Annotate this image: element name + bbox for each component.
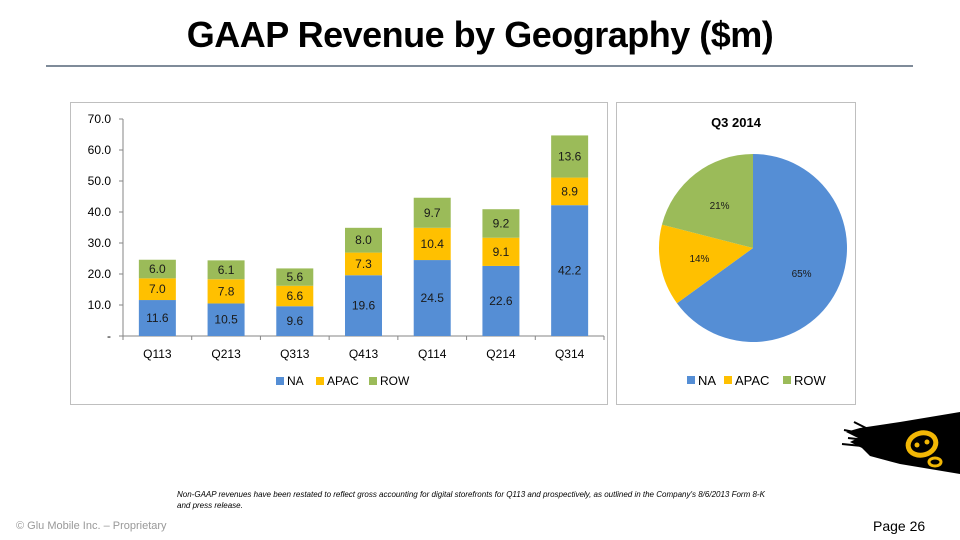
data-label: 42.2 bbox=[558, 264, 582, 278]
bar-row-q413 bbox=[345, 227, 382, 253]
data-label: 7.0 bbox=[149, 282, 166, 296]
bar-row-q114 bbox=[413, 197, 451, 228]
legend-label-na: NA bbox=[287, 374, 304, 388]
pie-slice-apac bbox=[659, 224, 753, 304]
legend-label-row: ROW bbox=[794, 373, 827, 388]
y-tick-label: 20.0 bbox=[88, 267, 112, 281]
y-tick-label: 70.0 bbox=[88, 112, 112, 126]
y-tick-label: - bbox=[107, 329, 111, 343]
data-label: 8.9 bbox=[561, 184, 578, 198]
pie-chart-panel: Q3 2014 65% 14% 21% NA APAC ROW bbox=[616, 102, 856, 405]
bar-row-q214 bbox=[482, 209, 520, 238]
data-label: 5.6 bbox=[286, 270, 303, 284]
data-label: 6.1 bbox=[218, 263, 235, 277]
bar-chart-panel: - 10.0 20.0 30.0 40.0 50.0 60.0 70.0 11.6 7.0 6.0 Q… bbox=[70, 102, 608, 405]
data-label: 13.6 bbox=[558, 150, 582, 164]
bar-na-q214 bbox=[482, 265, 520, 336]
bar-apac-q114 bbox=[413, 227, 451, 261]
legend-label-row: ROW bbox=[380, 374, 410, 388]
title-divider bbox=[46, 65, 913, 67]
bar-na-q213 bbox=[207, 303, 245, 336]
glu-logo-icon bbox=[841, 412, 960, 474]
legend-swatch-na bbox=[687, 376, 695, 384]
data-label: 7.8 bbox=[218, 284, 235, 298]
x-tick-label: Q114 bbox=[418, 347, 447, 361]
data-label: 9.2 bbox=[493, 216, 510, 230]
bar-apac-q313 bbox=[276, 285, 314, 307]
legend-label-na: NA bbox=[698, 373, 716, 388]
x-tick-label: Q113 bbox=[143, 347, 172, 361]
data-label: 10.4 bbox=[421, 237, 445, 251]
pie-data-label: 21% bbox=[710, 201, 730, 212]
page-number: Page 26 bbox=[873, 518, 926, 534]
bar-na-q114 bbox=[413, 260, 451, 336]
pie-slice-row bbox=[661, 154, 753, 248]
pie-title: Q3 2014 bbox=[711, 115, 762, 130]
x-tick-label: Q213 bbox=[211, 347, 241, 361]
pie-data-label: 14% bbox=[689, 254, 709, 265]
footnote: Non-GAAP revenues have been restated to … bbox=[177, 490, 765, 510]
y-tick-label: 40.0 bbox=[88, 205, 112, 219]
bar-apac-q213 bbox=[207, 279, 245, 304]
data-label: 6.0 bbox=[149, 262, 166, 276]
x-tick-label: Q214 bbox=[486, 347, 516, 361]
data-label: 11.6 bbox=[146, 311, 169, 325]
slide-title: GAAP Revenue by Geography ($m) bbox=[186, 14, 774, 55]
data-label: 9.1 bbox=[493, 245, 510, 259]
bar-row-q213 bbox=[207, 260, 245, 280]
y-tick-label: 50.0 bbox=[88, 174, 112, 188]
data-label: 8.0 bbox=[355, 233, 372, 247]
x-tick-label: Q413 bbox=[349, 347, 379, 361]
stacked-bar-chart: - 10.0 20.0 30.0 40.0 50.0 60.0 70.0 11.6 7.0 6.0 Q… bbox=[88, 112, 605, 388]
pie-data-label: 65% bbox=[792, 269, 812, 280]
legend-swatch-apac bbox=[316, 377, 324, 385]
bar-row-q113 bbox=[138, 259, 176, 279]
y-tick-label: 60.0 bbox=[88, 143, 112, 157]
pie-slice-na bbox=[676, 154, 847, 342]
data-label: 7.3 bbox=[355, 257, 372, 271]
bar-na-q314 bbox=[551, 205, 589, 336]
legend-label-apac: APAC bbox=[327, 374, 359, 388]
data-label: 19.6 bbox=[352, 299, 376, 313]
y-tick-label: 30.0 bbox=[88, 236, 112, 250]
bar-row-q313 bbox=[276, 268, 314, 286]
bar-na-q413 bbox=[345, 275, 382, 336]
x-tick-label: Q314 bbox=[555, 347, 585, 361]
bar-apac-q413 bbox=[345, 252, 382, 276]
data-label: 6.6 bbox=[286, 289, 303, 303]
bar-na-q113 bbox=[138, 300, 176, 336]
legend-swatch-apac bbox=[724, 376, 732, 384]
legend-swatch-row bbox=[783, 376, 791, 384]
data-label: 10.5 bbox=[214, 313, 238, 327]
copyright: © Glu Mobile Inc. – Proprietary bbox=[16, 520, 167, 532]
bar-apac-q314 bbox=[551, 177, 589, 206]
y-tick-label: 10.0 bbox=[88, 298, 112, 312]
legend-label-apac: APAC bbox=[735, 373, 769, 388]
legend-swatch-row bbox=[369, 377, 377, 385]
data-label: 22.6 bbox=[489, 294, 513, 308]
data-label: 9.6 bbox=[286, 314, 303, 328]
bar-row-q314 bbox=[551, 135, 589, 178]
pie-chart: Q3 2014 65% 14% 21% NA APAC ROW bbox=[659, 115, 847, 388]
x-tick-label: Q313 bbox=[280, 347, 310, 361]
data-label: 24.5 bbox=[421, 291, 445, 305]
bar-apac-q214 bbox=[482, 237, 520, 266]
bar-apac-q113 bbox=[138, 278, 176, 301]
data-label: 9.7 bbox=[424, 206, 441, 220]
legend-swatch-na bbox=[276, 377, 284, 385]
bar-na-q313 bbox=[276, 306, 314, 336]
